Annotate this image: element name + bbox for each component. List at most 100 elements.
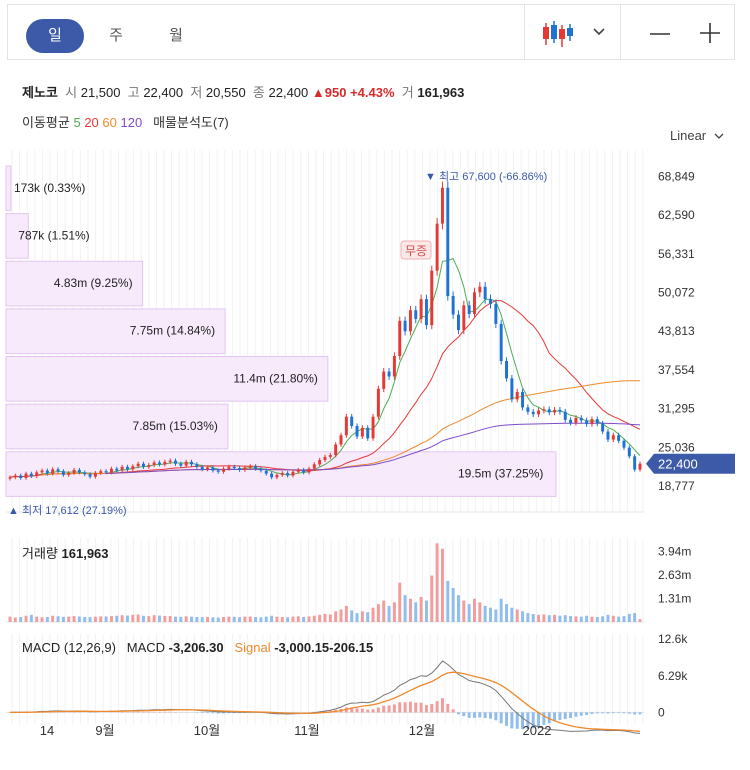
volume-bar	[312, 615, 316, 622]
candle-body	[40, 470, 44, 473]
volume-bar	[563, 615, 567, 622]
volume-bar	[355, 613, 359, 622]
candle-body	[574, 417, 578, 423]
macd-hist-bar	[291, 712, 295, 713]
macd-hist-bar	[408, 701, 412, 713]
macd-hist-bar	[334, 709, 338, 713]
macd-hist-bar	[521, 712, 525, 730]
macd-hist-bar	[590, 712, 594, 715]
macd-hist-bar	[494, 712, 498, 721]
volume-bar	[398, 582, 402, 622]
volume-bar	[174, 616, 177, 622]
volume-bar	[622, 616, 626, 622]
macd-hist-bar	[163, 711, 167, 713]
volume-bar	[537, 614, 541, 622]
macd-hist-bar	[601, 712, 605, 714]
volume-bar	[211, 617, 215, 622]
candle-body	[457, 314, 460, 331]
volume-bar	[99, 616, 103, 622]
candle-body	[291, 471, 295, 476]
candle-body	[435, 223, 439, 271]
scale-selector[interactable]: Linear	[670, 128, 724, 143]
low-price: 20,550	[205, 85, 246, 100]
price-change: ▲950	[311, 85, 347, 100]
price-change-pct: +4.43%	[350, 85, 395, 100]
candle-body	[99, 471, 103, 474]
volume-bar	[344, 605, 348, 622]
volume-bar	[163, 615, 167, 622]
ma-20-line	[9, 299, 641, 478]
candle-body	[494, 304, 498, 324]
macd-hist-bar	[526, 712, 530, 730]
macd-hist-bar	[579, 712, 583, 716]
y-tick-label: 50,072	[658, 285, 695, 299]
volume-bar	[40, 617, 44, 622]
tab-month[interactable]: 월	[169, 27, 183, 44]
macd-hist-bar	[414, 702, 418, 713]
tab-week[interactable]: 주	[109, 27, 123, 44]
candle-body	[638, 463, 642, 470]
candle-body	[531, 411, 535, 415]
candle-body	[163, 461, 167, 465]
chevron-down-icon[interactable]	[593, 27, 605, 37]
volume-bar	[248, 616, 252, 622]
candle-body	[254, 466, 258, 469]
macd-hist-bar	[243, 712, 247, 713]
volume-bar	[424, 600, 428, 622]
volume-bar	[595, 616, 599, 622]
macd-hist-bar	[40, 711, 44, 713]
zoom-in-button[interactable]	[698, 21, 722, 45]
volume-bar	[77, 616, 81, 622]
volume-bar	[280, 616, 284, 622]
candle-body	[8, 477, 12, 479]
volume-bar	[254, 616, 258, 622]
volume-bar	[19, 616, 23, 622]
candle-body	[195, 464, 199, 467]
macd-hist-bar	[473, 712, 476, 718]
indicator-legend[interactable]: 이동평균 5 20 60 120 매물분석도(7)	[22, 112, 229, 131]
signal-line	[10, 671, 641, 733]
x-tick-label: 10월	[194, 723, 220, 738]
volume-bar	[403, 595, 407, 622]
volume-bar	[120, 615, 124, 622]
macd-hist-bar	[547, 712, 551, 724]
macd-hist-bar	[350, 707, 354, 713]
macd-hist-bar	[606, 712, 610, 714]
candlestick-icon[interactable]	[540, 19, 574, 49]
macd-tick-label: 12.6k	[658, 632, 688, 646]
candle-body	[232, 466, 236, 469]
volume-bar	[56, 616, 60, 622]
tab-day[interactable]: 일	[26, 19, 84, 53]
macd-hist-bar	[627, 712, 631, 714]
volume-bar	[136, 614, 140, 622]
candle-body	[115, 468, 119, 471]
ma-60: 60	[102, 115, 117, 130]
candle-body	[601, 423, 605, 432]
candle-body	[222, 468, 226, 472]
candle-body	[307, 468, 311, 473]
candle-body	[467, 305, 471, 314]
candle-body	[489, 299, 492, 305]
candle-body	[61, 471, 65, 475]
candle-body	[318, 460, 322, 465]
volume-bar	[222, 616, 226, 622]
macd-hist-bar	[51, 711, 55, 713]
candle-body	[120, 466, 124, 471]
stock-name: 제노코	[22, 85, 58, 100]
quote-summary: 제노코 시 21,500 고 22,400 저 20,550 종 22,400 …	[22, 85, 465, 100]
macd-hist-bar	[398, 702, 402, 713]
volume-bar	[104, 616, 108, 622]
volume-bar	[29, 614, 33, 622]
volume-bar	[419, 596, 423, 622]
macd-hist-bar	[537, 712, 541, 727]
macd-hist-bar	[222, 712, 226, 714]
volume-bar	[510, 607, 514, 622]
macd-hist-bar	[323, 710, 327, 713]
volume-bar	[430, 575, 434, 622]
volume-bar	[462, 600, 466, 622]
zoom-out-button[interactable]	[648, 25, 672, 43]
volume-bar	[206, 616, 210, 622]
candle-body	[312, 464, 316, 469]
candle-body	[371, 416, 375, 439]
macd-hist-bar	[574, 712, 578, 717]
